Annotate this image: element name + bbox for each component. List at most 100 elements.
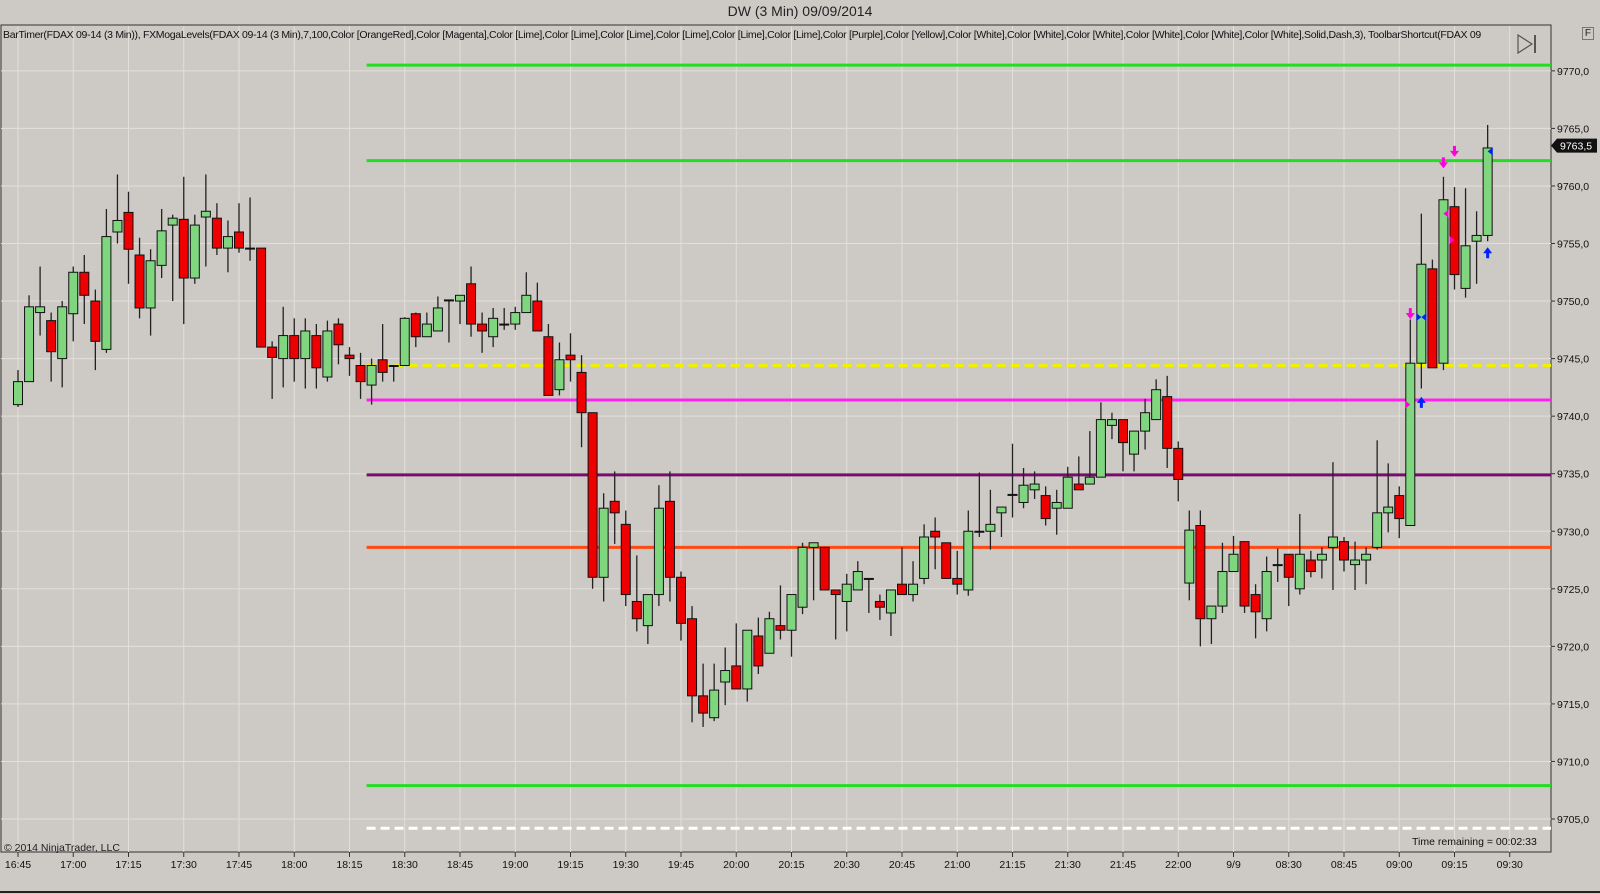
- play-triangle: [1517, 33, 1534, 55]
- up-candle-body: [1261, 571, 1272, 620]
- candle: [123, 191, 134, 284]
- down-candle-body: [1195, 524, 1206, 620]
- candle: [311, 324, 322, 389]
- up-candle-body: [432, 307, 443, 332]
- candle: [543, 324, 554, 396]
- candle: [797, 542, 808, 615]
- x-tick-label: 21:30: [1055, 859, 1081, 871]
- down-candle-body: [377, 359, 388, 373]
- candle: [830, 589, 841, 640]
- up-candle-body: [1095, 419, 1106, 478]
- up-candle-body: [1416, 263, 1427, 364]
- down-candle-body: [620, 523, 631, 596]
- down-candle-body: [753, 635, 764, 667]
- candle: [963, 510, 974, 596]
- window-title: DW (3 Min) 09/09/2014: [727, 3, 873, 19]
- candle: [443, 299, 454, 343]
- candle: [863, 577, 874, 613]
- candle: [930, 517, 941, 570]
- candle: [1427, 259, 1438, 369]
- down-candle-body: [930, 530, 941, 538]
- f-button[interactable]: F: [1581, 27, 1594, 40]
- y-tick-label: 9770,0: [1557, 66, 1589, 78]
- up-candle-body: [1184, 529, 1195, 584]
- down-candle-body: [897, 583, 907, 596]
- up-candle-body: [863, 577, 874, 580]
- x-tick-label: 19:15: [557, 859, 583, 871]
- candle: [1339, 537, 1349, 572]
- down-candle-body: [267, 346, 278, 358]
- candle: [333, 318, 344, 365]
- candle: [1250, 584, 1261, 639]
- signal-marker-triangle-left: [1443, 209, 1449, 218]
- candle: [344, 347, 355, 376]
- down-candle-body: [211, 217, 222, 249]
- down-candle-body: [1339, 541, 1349, 561]
- down-candle-body: [466, 283, 477, 325]
- y-tick-label: 9765,0: [1557, 123, 1589, 135]
- up-candle-body: [963, 530, 974, 591]
- candle: [388, 365, 399, 382]
- candle: [1239, 541, 1250, 613]
- up-candle-body: [797, 546, 808, 608]
- down-candle-body: [90, 300, 101, 342]
- up-candle-body: [455, 294, 465, 302]
- down-candle-body: [1118, 419, 1128, 444]
- up-candle-body: [167, 217, 178, 226]
- candle: [974, 472, 985, 538]
- up-candle-body: [1372, 512, 1383, 548]
- candle: [1305, 550, 1316, 578]
- candle: [587, 412, 598, 589]
- up-candle-body: [521, 294, 532, 314]
- down-candle-body: [1305, 559, 1316, 573]
- candle: [1073, 456, 1084, 491]
- candle: [1106, 412, 1117, 440]
- down-candle-body: [123, 211, 134, 250]
- down-candle-body: [178, 218, 189, 279]
- down-candle-body: [289, 335, 300, 360]
- up-candle-body: [808, 542, 819, 548]
- up-candle-body: [841, 583, 852, 602]
- up-candle-body: [1471, 234, 1482, 242]
- candle: [808, 542, 819, 601]
- candle: [1062, 466, 1073, 509]
- up-candle-body: [852, 571, 863, 591]
- up-candle-body: [13, 381, 23, 406]
- candle: [510, 306, 521, 330]
- up-candle-body: [1361, 553, 1372, 561]
- x-tick-label: 9/9: [1226, 859, 1241, 871]
- down-candle-body: [532, 300, 543, 332]
- up-candle-body: [764, 618, 775, 654]
- down-candle-body: [576, 371, 587, 414]
- candle: [753, 617, 764, 674]
- up-candle-body: [499, 323, 510, 326]
- plot-area: [0, 24, 1552, 853]
- down-candle-body: [79, 271, 90, 296]
- candle: [852, 561, 863, 591]
- candle: [46, 312, 57, 382]
- up-candle-body: [742, 629, 753, 690]
- candle: [885, 589, 896, 636]
- candle: [245, 197, 256, 261]
- down-candle-body: [1427, 268, 1438, 369]
- candle: [985, 489, 996, 550]
- y-tick-label: 9735,0: [1557, 469, 1589, 481]
- play-to-end-icon[interactable]: [1517, 33, 1536, 55]
- up-candle-body: [1482, 147, 1493, 236]
- candle: [598, 493, 609, 602]
- candle: [322, 320, 333, 382]
- x-tick-label: 09:15: [1441, 859, 1467, 871]
- candle: [200, 174, 211, 267]
- up-candle-body: [388, 365, 399, 368]
- up-candle-body: [112, 219, 123, 233]
- up-candle-body: [189, 224, 200, 279]
- candle: [410, 312, 421, 348]
- up-candle-body: [421, 323, 432, 338]
- up-candle-body: [443, 299, 454, 302]
- up-candle-body: [488, 317, 499, 338]
- candle: [112, 174, 123, 244]
- up-candle-body: [222, 236, 233, 249]
- up-candle-body: [322, 330, 333, 378]
- candle: [1350, 541, 1361, 590]
